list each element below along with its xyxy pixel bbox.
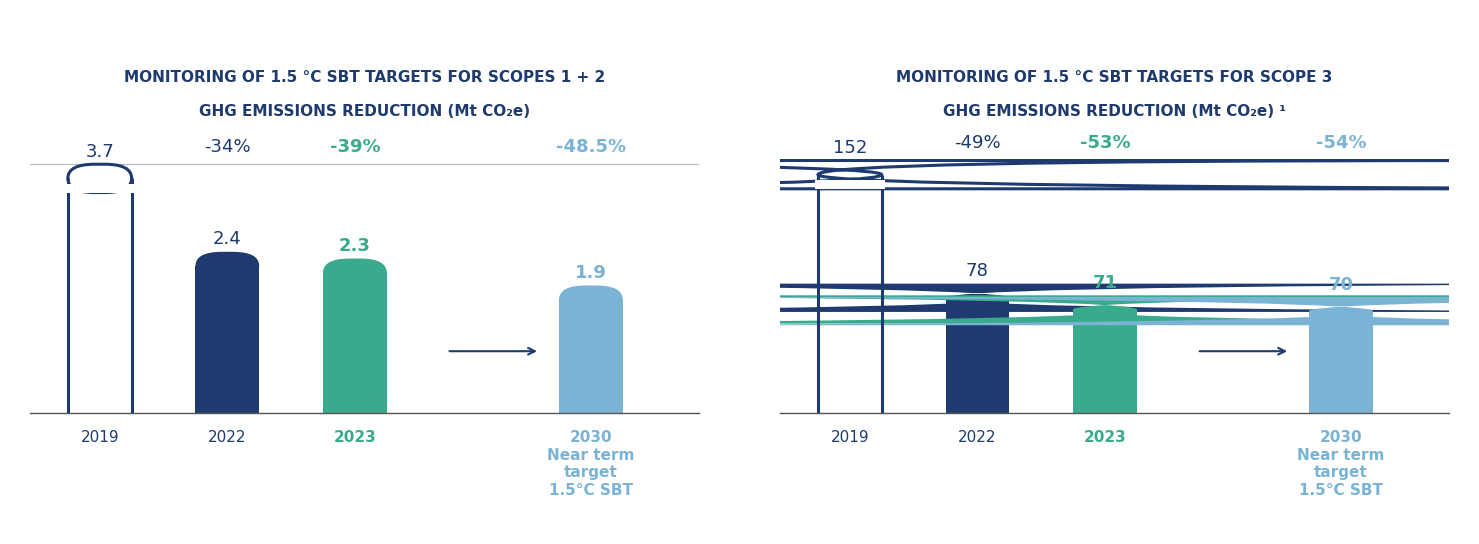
FancyBboxPatch shape	[0, 283, 1479, 312]
Text: 2019: 2019	[831, 430, 870, 446]
Text: 78: 78	[966, 262, 989, 280]
FancyBboxPatch shape	[288, 297, 1479, 325]
Text: GHG EMISSIONS REDUCTION (Mt CO₂e) ¹: GHG EMISSIONS REDUCTION (Mt CO₂e) ¹	[944, 104, 1287, 119]
Text: 2023: 2023	[333, 430, 376, 446]
Text: 3.7: 3.7	[86, 143, 114, 161]
Text: -48.5%: -48.5%	[556, 138, 626, 156]
FancyBboxPatch shape	[195, 252, 259, 280]
Bar	[68, 178, 132, 413]
Text: GHG EMISSIONS REDUCTION (Mt CO₂e): GHG EMISSIONS REDUCTION (Mt CO₂e)	[198, 104, 529, 119]
Text: 2.4: 2.4	[213, 231, 241, 249]
Bar	[1074, 310, 1137, 413]
Text: 70: 70	[1328, 276, 1353, 294]
Bar	[65, 184, 135, 193]
FancyBboxPatch shape	[68, 164, 132, 193]
Text: 2022: 2022	[958, 430, 997, 446]
FancyBboxPatch shape	[322, 258, 387, 287]
Bar	[945, 298, 1009, 413]
Bar	[322, 273, 387, 413]
Text: 71: 71	[1093, 274, 1118, 292]
Text: 2022: 2022	[209, 430, 247, 446]
Bar	[195, 266, 259, 413]
FancyBboxPatch shape	[0, 160, 1479, 189]
FancyBboxPatch shape	[559, 286, 623, 314]
FancyBboxPatch shape	[53, 295, 1479, 324]
Bar	[1309, 311, 1373, 413]
Bar	[559, 300, 623, 413]
Text: 1.9: 1.9	[575, 264, 606, 282]
Text: -49%: -49%	[954, 134, 1001, 152]
Text: -39%: -39%	[330, 138, 380, 156]
Bar	[818, 175, 881, 413]
Text: -53%: -53%	[1080, 134, 1130, 152]
Text: 2019: 2019	[80, 430, 118, 446]
Text: -54%: -54%	[1316, 134, 1367, 152]
Text: -34%: -34%	[204, 138, 250, 156]
Text: 2030
Near term
target
1.5°C SBT: 2030 Near term target 1.5°C SBT	[547, 430, 634, 498]
Text: 2023: 2023	[1084, 430, 1127, 446]
Text: 152: 152	[833, 139, 867, 157]
Text: MONITORING OF 1.5 °C SBT TARGETS FOR SCOPES 1 + 2: MONITORING OF 1.5 °C SBT TARGETS FOR SCO…	[124, 70, 605, 85]
Text: 2.3: 2.3	[339, 237, 371, 255]
Text: MONITORING OF 1.5 °C SBT TARGETS FOR SCOPE 3: MONITORING OF 1.5 °C SBT TARGETS FOR SCO…	[896, 70, 1333, 85]
Bar	[815, 180, 884, 189]
Text: 2030
Near term
target
1.5°C SBT: 2030 Near term target 1.5°C SBT	[1297, 430, 1384, 498]
